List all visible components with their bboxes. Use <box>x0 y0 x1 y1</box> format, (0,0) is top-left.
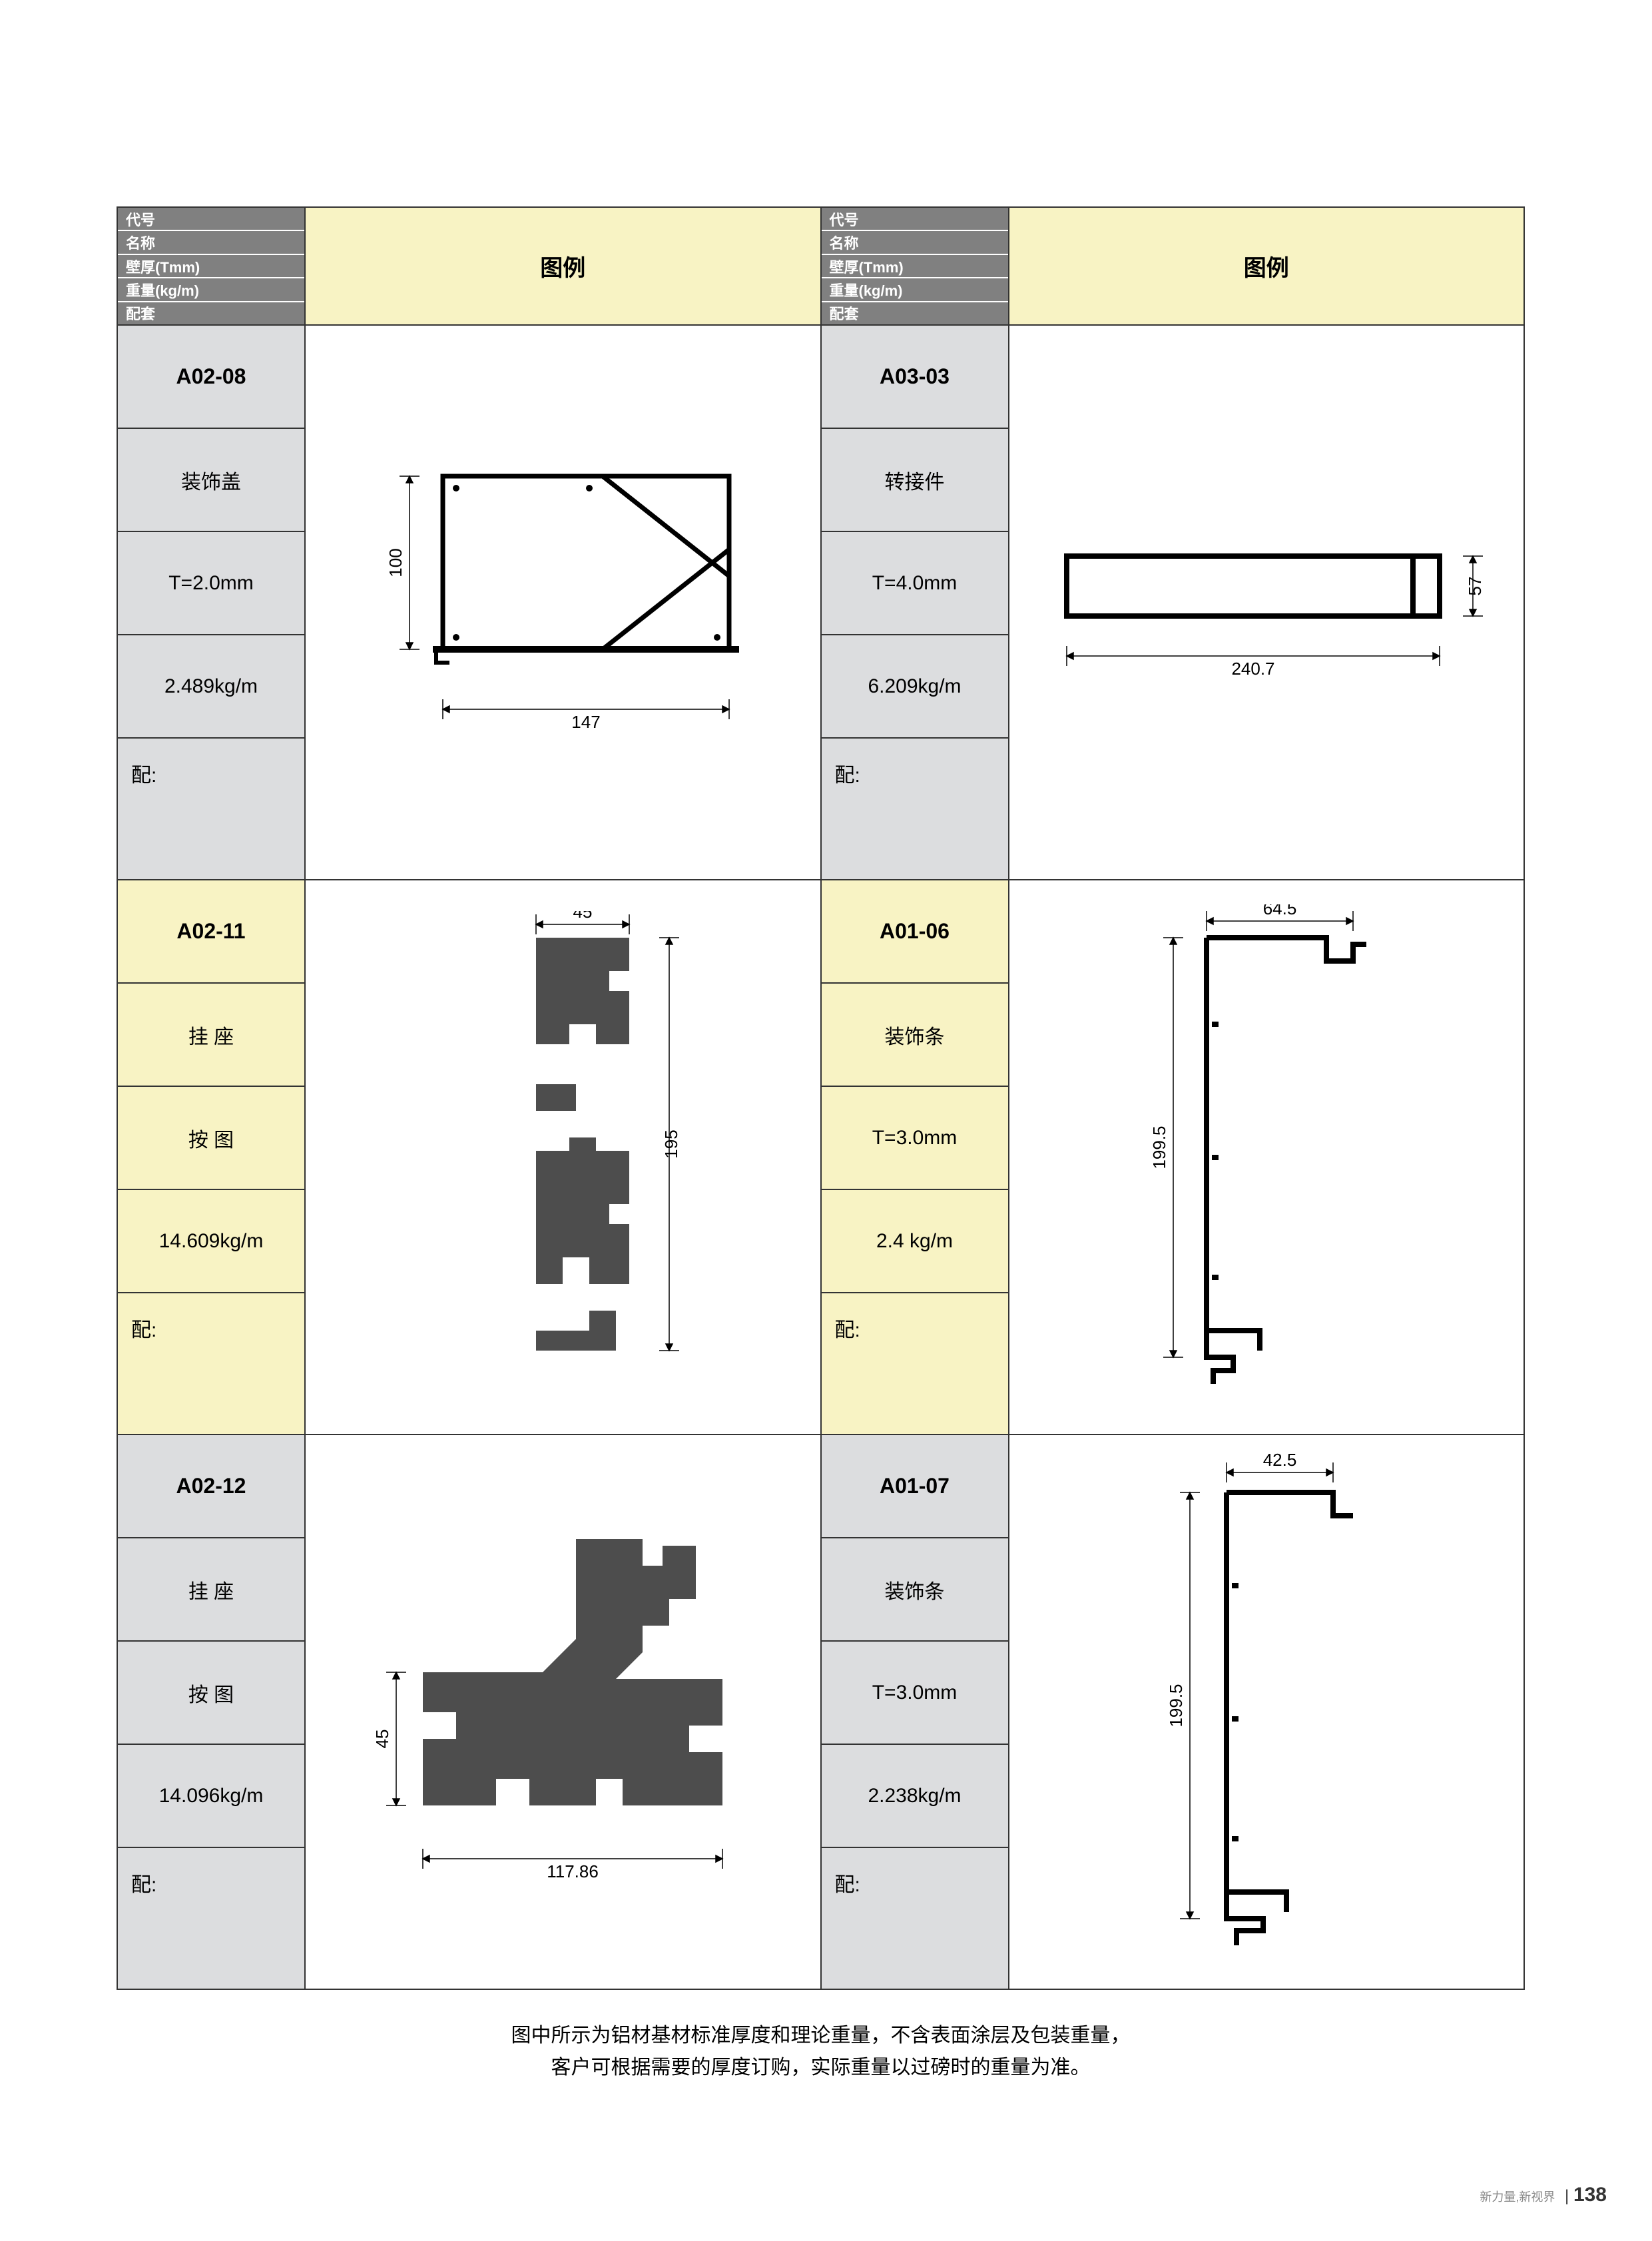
hdr-thickness: 壁厚(Tmm) <box>118 255 304 278</box>
svg-text:199.5: 199.5 <box>1149 1125 1169 1169</box>
spec-name: 装饰盖 <box>118 429 304 532</box>
diagram-cell: 100 147 <box>304 326 820 879</box>
spec-code: A02-12 <box>118 1435 304 1538</box>
spec-code: A01-06 <box>822 880 1008 984</box>
spec-thickness: 按 图 <box>118 1642 304 1745</box>
profile-diagram: 100 147 <box>356 416 769 789</box>
spec-match: 配: <box>118 1848 304 1989</box>
page-number-block: 新力量,新视界 | 138 <box>1480 2184 1607 2206</box>
spec-code: A01-07 <box>822 1435 1008 1538</box>
svg-text:199.5: 199.5 <box>1166 1684 1186 1727</box>
page-number: 138 <box>1573 2184 1607 2206</box>
catalog-table: 代号 名称 壁厚(Tmm) 重量(kg/m) 配套 图例 A02-08 装饰盖 … <box>117 206 1525 1990</box>
hdr-weight: 重量(kg/m) <box>822 278 1008 302</box>
spec-code: A03-03 <box>822 326 1008 429</box>
svg-text:240.7: 240.7 <box>1231 659 1274 679</box>
footnote-line1: 图中所示为铝材基材标准厚度和理论重量，不含表面涂层及包装重量， <box>117 2020 1525 2052</box>
hdr-name: 名称 <box>822 231 1008 254</box>
header-row: 代号 名称 壁厚(Tmm) 重量(kg/m) 配套 图例 <box>118 208 820 324</box>
svg-text:195: 195 <box>661 1129 681 1158</box>
svg-text:45: 45 <box>573 911 593 922</box>
hdr-match: 配套 <box>118 302 304 324</box>
spec-name: 装饰条 <box>822 1538 1008 1642</box>
header-labels: 代号 名称 壁厚(Tmm) 重量(kg/m) 配套 <box>822 208 1008 324</box>
spec-name: 挂 座 <box>118 1538 304 1642</box>
product-row: A03-03 转接件 T=4.0mm 6.209kg/m 配: 240.7 57 <box>822 324 1524 879</box>
spec-match: 配: <box>118 1293 304 1434</box>
hdr-code: 代号 <box>822 208 1008 231</box>
spec-column: A01-06 装饰条 T=3.0mm 2.4 kg/m 配: <box>822 880 1008 1434</box>
hdr-match: 配套 <box>822 302 1008 324</box>
product-row: A02-11 挂 座 按 图 14.609kg/m 配: 45 195 <box>118 879 820 1434</box>
spec-weight: 2.489kg/m <box>118 635 304 739</box>
legend-title: 图例 <box>1008 208 1524 324</box>
spec-name: 转接件 <box>822 429 1008 532</box>
svg-text:147: 147 <box>572 712 601 732</box>
spec-thickness: T=2.0mm <box>118 532 304 635</box>
spec-match: 配: <box>118 739 304 879</box>
spec-thickness: 按 图 <box>118 1087 304 1190</box>
spec-column: A02-08 装饰盖 T=2.0mm 2.489kg/m 配: <box>118 326 304 879</box>
svg-text:64.5: 64.5 <box>1262 904 1296 918</box>
hdr-weight: 重量(kg/m) <box>118 278 304 302</box>
svg-text:57: 57 <box>1465 576 1485 595</box>
spec-name: 挂 座 <box>118 984 304 1087</box>
hdr-code: 代号 <box>118 208 304 231</box>
product-row: A02-08 装饰盖 T=2.0mm 2.489kg/m 配: 100 147 <box>118 324 820 879</box>
spec-match: 配: <box>822 1848 1008 1989</box>
left-column: 代号 名称 壁厚(Tmm) 重量(kg/m) 配套 图例 A02-08 装饰盖 … <box>118 208 820 1989</box>
legend-title: 图例 <box>304 208 820 324</box>
spec-code: A02-08 <box>118 326 304 429</box>
spec-code: A02-11 <box>118 880 304 984</box>
hdr-thickness: 壁厚(Tmm) <box>822 255 1008 278</box>
header-labels: 代号 名称 壁厚(Tmm) 重量(kg/m) 配套 <box>118 208 304 324</box>
profile-diagram: 45 117.86 <box>356 1499 769 1925</box>
spec-weight: 2.238kg/m <box>822 1745 1008 1848</box>
header-row: 代号 名称 壁厚(Tmm) 重量(kg/m) 配套 图例 <box>822 208 1524 324</box>
spec-column: A01-07 装饰条 T=3.0mm 2.238kg/m 配: <box>822 1435 1008 1989</box>
spec-thickness: T=4.0mm <box>822 532 1008 635</box>
spec-weight: 14.096kg/m <box>118 1745 304 1848</box>
svg-text:45: 45 <box>372 1729 392 1748</box>
profile-diagram: 45 195 <box>423 911 702 1404</box>
spec-weight: 14.609kg/m <box>118 1190 304 1293</box>
page-slogan: 新力量,新视界 <box>1480 2190 1555 2204</box>
footnote-line2: 客户可根据需要的厚度订购，实际重量以过磅时的重量为准。 <box>117 2052 1525 2084</box>
diagram-cell: 45 117.86 <box>304 1435 820 1989</box>
spec-weight: 2.4 kg/m <box>822 1190 1008 1293</box>
svg-text:42.5: 42.5 <box>1262 1452 1296 1470</box>
hdr-name: 名称 <box>118 231 304 254</box>
spec-match: 配: <box>822 739 1008 879</box>
footnote: 图中所示为铝材基材标准厚度和理论重量，不含表面涂层及包装重量， 客户可根据需要的… <box>117 2020 1525 2084</box>
product-row: A02-12 挂 座 按 图 14.096kg/m 配: 45 117.86 <box>118 1434 820 1989</box>
spec-thickness: T=3.0mm <box>822 1642 1008 1745</box>
profile-diagram: 42.5 199.5 <box>1133 1452 1400 1972</box>
diagram-cell: 45 195 <box>304 880 820 1434</box>
diagram-cell: 64.5 199.5 <box>1008 880 1524 1434</box>
spec-column: A02-11 挂 座 按 图 14.609kg/m 配: <box>118 880 304 1434</box>
spec-column: A03-03 转接件 T=4.0mm 6.209kg/m 配: <box>822 326 1008 879</box>
spec-column: A02-12 挂 座 按 图 14.096kg/m 配: <box>118 1435 304 1989</box>
profile-diagram: 64.5 199.5 <box>1127 904 1406 1411</box>
svg-text:100: 100 <box>386 548 406 577</box>
product-row: A01-07 装饰条 T=3.0mm 2.238kg/m 配: 42.5 199… <box>822 1434 1524 1989</box>
spec-match: 配: <box>822 1293 1008 1434</box>
product-row: A01-06 装饰条 T=3.0mm 2.4 kg/m 配: 64.5 199.… <box>822 879 1524 1434</box>
svg-text:117.86: 117.86 <box>547 1861 599 1881</box>
spec-weight: 6.209kg/m <box>822 635 1008 739</box>
spec-name: 装饰条 <box>822 984 1008 1087</box>
spec-thickness: T=3.0mm <box>822 1087 1008 1190</box>
right-column: 代号 名称 壁厚(Tmm) 重量(kg/m) 配套 图例 A03-03 转接件 … <box>820 208 1524 1989</box>
diagram-cell: 42.5 199.5 <box>1008 1435 1524 1989</box>
diagram-cell: 240.7 57 <box>1008 326 1524 879</box>
profile-diagram: 240.7 57 <box>1040 516 1493 689</box>
